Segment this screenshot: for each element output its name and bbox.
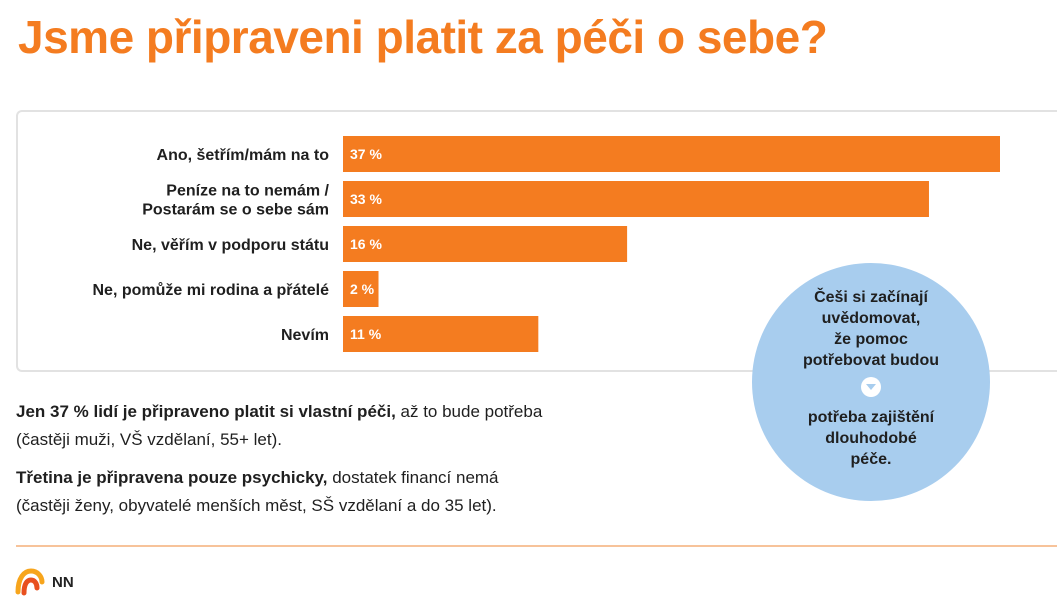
page-title: Jsme připraveni platit za péči o sebe? xyxy=(18,11,828,63)
note-paragraph: Jen 37 % lidí je připraveno platit si vl… xyxy=(16,398,542,454)
bar xyxy=(343,226,628,262)
category-label: Ano, šetřím/mám na to xyxy=(157,147,330,164)
category-label: Nevím xyxy=(281,327,329,344)
bar xyxy=(343,136,1000,172)
insight-bubble: Češi si začínají uvědomovat, že pomoc po… xyxy=(752,263,990,501)
bubble-text-line: uvědomovat, xyxy=(821,310,921,327)
chart-panel: 37 % Ano, šetřím/mám na to 33 % Peníze na t… xyxy=(16,110,1057,372)
note-bold-text: Třetina je připravena pouze psychicky, xyxy=(16,468,328,487)
bar-chart: 37 % Ano, šetřím/mám na to 33 % Peníze na t… xyxy=(93,136,1000,352)
note-text: (častěji muži, VŠ vzdělaní, 55+ let). xyxy=(16,430,282,449)
note-text: (častěji ženy, obyvatelé menších měst, S… xyxy=(16,496,497,515)
bar xyxy=(343,271,379,307)
bubble-text-line: že pomoc xyxy=(834,331,908,348)
category-label: Ne, pomůže mi rodina a přátelé xyxy=(93,282,330,299)
bubble-text-line: dlouhodobé xyxy=(825,430,917,447)
bar-value-label: 2 % xyxy=(350,281,375,297)
brand-name: NN xyxy=(52,574,74,591)
category-label: Ne, věřím v podporu státu xyxy=(132,237,329,254)
bar-value-label: 11 % xyxy=(350,326,382,342)
category-label: Postarám se o sebe sám xyxy=(142,202,329,219)
bubble-text-line: Češi si začínají xyxy=(814,289,928,306)
bar-value-label: 33 % xyxy=(350,191,382,207)
bar-value-label: 16 % xyxy=(350,236,382,252)
bar-value-label: 37 % xyxy=(350,146,382,162)
nn-logo-icon xyxy=(15,568,45,596)
note-text: až to bude potřeba xyxy=(395,402,543,421)
note-bold-text: Jen 37 % lidí je připraveno platit si vl… xyxy=(16,402,396,421)
bar xyxy=(343,316,539,352)
bubble-text-line: péče. xyxy=(850,451,892,468)
chevron-down-icon xyxy=(861,377,881,397)
bubble-text-line: potřebovat budou xyxy=(803,352,939,369)
note-paragraph: Třetina je připravena pouze psychicky, d… xyxy=(16,464,499,520)
category-label: Peníze na to nemám / xyxy=(166,183,329,200)
bar xyxy=(343,181,929,217)
note-text: dostatek financí nemá xyxy=(327,468,499,487)
divider xyxy=(16,545,1057,547)
bubble-text-line: potřeba zajištění xyxy=(807,409,935,426)
